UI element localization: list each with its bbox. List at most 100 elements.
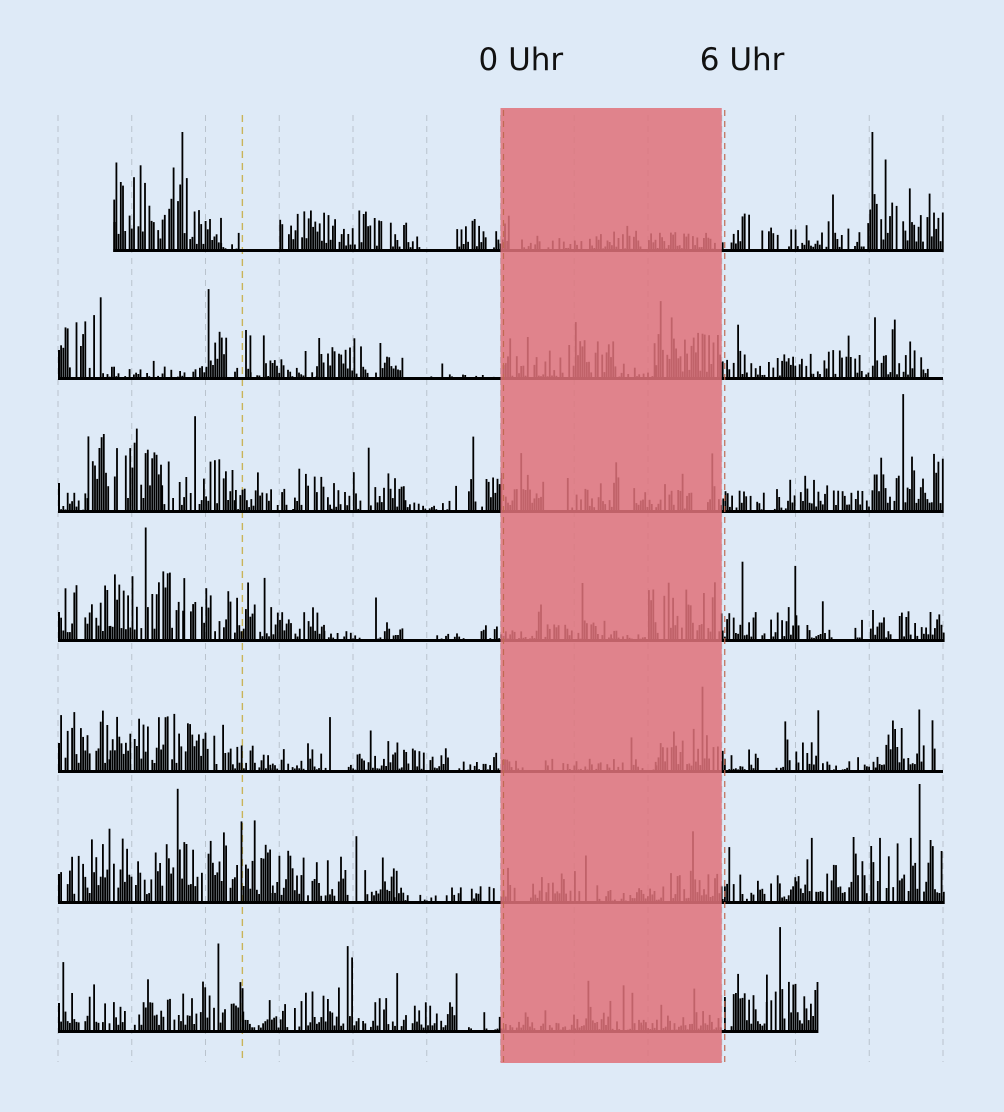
activity-bar — [822, 763, 824, 773]
activity-bar — [136, 746, 138, 773]
activity-bar — [125, 629, 127, 642]
activity-bar — [473, 219, 476, 252]
activity-bar — [739, 241, 742, 252]
activity-bar — [392, 868, 395, 904]
activity-bar — [453, 636, 456, 642]
activity-bar — [329, 717, 331, 773]
activity-bar — [157, 871, 159, 904]
activity-bar — [375, 372, 377, 380]
activity-bar — [482, 629, 485, 642]
activity-bar — [127, 750, 129, 773]
activity-bar — [405, 222, 408, 252]
activity-bar — [126, 848, 128, 904]
activity-bar — [240, 745, 243, 773]
activity-bar — [858, 232, 861, 252]
activity-bar — [135, 428, 138, 513]
activity-bar — [234, 371, 236, 380]
activity-bar — [140, 1024, 143, 1033]
activity-bar — [209, 360, 212, 380]
activity-bar — [808, 502, 811, 513]
activity-bar — [819, 374, 821, 380]
activity-bar — [749, 495, 752, 513]
activity-bar — [86, 1015, 89, 1033]
activity-bar — [66, 1021, 69, 1033]
activity-bar — [426, 510, 429, 513]
activity-bar — [428, 377, 430, 380]
activity-bar — [253, 1027, 256, 1033]
activity-bar — [750, 636, 753, 642]
activity-bar — [135, 372, 137, 380]
activity-bar — [229, 491, 232, 513]
activity-bar — [746, 1020, 748, 1033]
activity-bar — [351, 370, 354, 380]
activity-bar — [227, 591, 230, 642]
activity-bar — [97, 885, 100, 904]
activity-bar — [838, 246, 841, 252]
activity-bar — [394, 234, 397, 252]
activity-bar — [427, 1025, 429, 1033]
activity-bar — [922, 478, 924, 513]
row-start-mark — [58, 350, 60, 380]
activity-bar — [475, 375, 478, 380]
activity-bar — [120, 743, 123, 773]
activity-bar — [104, 1003, 106, 1033]
activity-bar — [470, 479, 472, 513]
activity-bar — [481, 506, 483, 513]
activity-bar — [355, 493, 357, 513]
activity-bar — [331, 1012, 334, 1033]
activity-bar — [404, 900, 407, 904]
activity-bar — [444, 510, 446, 513]
activity-bar — [291, 868, 294, 904]
activity-bar — [354, 635, 357, 642]
activity-bar — [356, 754, 359, 773]
activity-bar — [457, 378, 460, 380]
activity-bar — [309, 758, 312, 773]
activity-bar — [493, 247, 495, 252]
activity-bar — [403, 225, 405, 252]
activity-bar — [108, 759, 111, 773]
activity-bar — [826, 761, 829, 773]
activity-bar — [922, 745, 925, 773]
activity-bar — [485, 625, 487, 642]
activity-bar — [940, 851, 943, 904]
activity-bar — [271, 1019, 273, 1033]
activity-bar — [274, 892, 276, 904]
activity-bar — [479, 886, 482, 904]
activity-bar — [887, 631, 890, 642]
activity-bar — [337, 490, 340, 513]
activity-bar — [830, 637, 833, 642]
activity-bar — [139, 369, 142, 380]
activity-bar — [780, 507, 783, 513]
activity-bar — [311, 991, 314, 1033]
activity-bar — [398, 246, 401, 252]
activity-bar — [904, 355, 907, 380]
activity-bar — [183, 497, 185, 513]
activity-bar — [752, 768, 755, 773]
activity-bar — [175, 762, 178, 773]
activity-bar — [339, 504, 342, 513]
activity-bar — [904, 230, 907, 252]
activity-bar — [309, 626, 312, 642]
activity-bar — [82, 509, 84, 513]
activity-bar — [192, 849, 194, 904]
activity-bar — [882, 239, 885, 252]
activity-bar — [902, 221, 905, 252]
activity-bar — [182, 993, 185, 1033]
activity-bar — [322, 486, 325, 513]
activity-bar — [844, 769, 846, 773]
activity-bar — [235, 490, 237, 513]
activity-bar — [726, 619, 728, 642]
activity-bar — [398, 893, 400, 904]
activity-bar — [153, 452, 156, 513]
activity-bar — [203, 622, 205, 642]
activity-bar — [905, 617, 908, 642]
activity-bar — [810, 503, 813, 513]
activity-bar — [903, 758, 905, 773]
activity-bar — [307, 895, 309, 904]
activity-bar — [401, 357, 404, 380]
activity-bar — [270, 607, 273, 642]
activity-bar — [490, 1031, 492, 1033]
activity-bar — [257, 472, 259, 513]
activity-bar — [114, 574, 116, 642]
activity-bar — [477, 378, 480, 380]
